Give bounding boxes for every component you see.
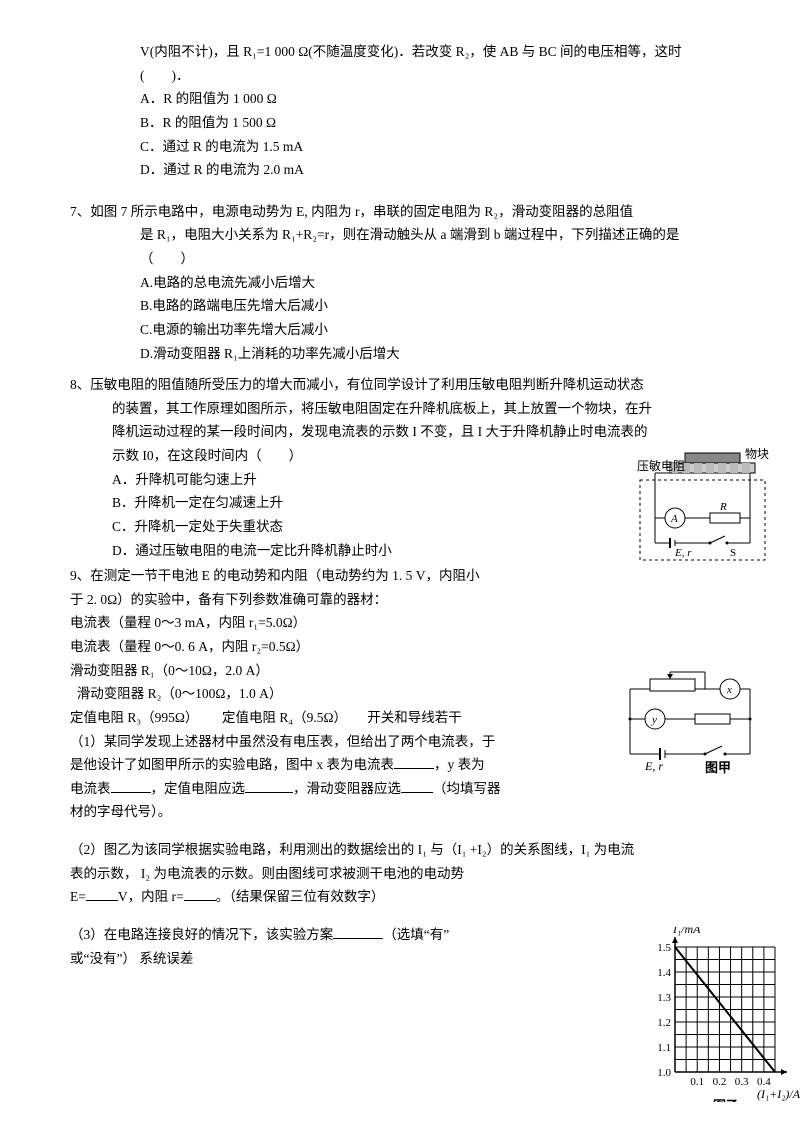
blank-emf[interactable] [86, 887, 118, 902]
q9-p1b: 是他设计了如图甲所示的实验电路，图中 x 表为电流表 [70, 757, 394, 772]
q9-er: E, r [644, 759, 663, 773]
q9-figure-graph: 1.51.41.31.21.11.00.10.20.30.4I₁/mA(I₁+I… [645, 927, 800, 1102]
q7-opt-d: D.滑动变阻器 R₁上消耗的功率先减小后增大 [140, 342, 730, 366]
svg-text:1.2: 1.2 [657, 1017, 671, 1029]
q9-l2: 于 2. 0Ω）的实验中，备有下列参数准确可靠的器材： [70, 588, 730, 612]
q6-line1: V(内阻不计)，且 R₁=1 000 Ω(不随温度变化)．若改变 R₂，使 AB… [140, 40, 730, 64]
q6-opt-d: D．通过 R 的电流为 2.0 mA [140, 158, 730, 182]
svg-text:1.1: 1.1 [657, 1042, 671, 1054]
q9-l1: 9、在测定一节干电池 E 的电动势和内阻（电动势约为 1. 5 V，内阻小 [70, 564, 730, 588]
q6-opt-b: B．R 的阻值为 1 500 Ω [140, 111, 730, 135]
q8-er: E, r [674, 547, 692, 559]
q9-p3a2: （选填“有” [383, 927, 449, 942]
q8-head: 8、压敏电阻的阻值随所受压力的增大而减小，有位同学设计了利用压敏电阻判断升降机运… [70, 373, 730, 397]
q9-l4: 电流表（量程 0～0. 6 A，内阻 r₂=0.5Ω） [70, 635, 730, 659]
q7: 7、如图 7 所示电路中，电源电动势为 E, 内阻为 r，串联的固定电阻为 R₂… [70, 200, 730, 365]
q9-p3a: （3）在电路连接良好的情况下，该实验方案 [70, 927, 333, 942]
q8-figure: 压敏电阻 物块 A R E, r [615, 448, 770, 568]
blank-syserr[interactable] [333, 924, 383, 939]
q9-p1c: 电流表 [70, 781, 111, 796]
svg-text:图乙: 图乙 [713, 1098, 739, 1102]
blank-rheostat[interactable] [401, 778, 433, 793]
blank-x-meter[interactable] [394, 755, 434, 770]
q9-p1c3: ，滑动变阻器应选 [293, 781, 401, 796]
blank-y-meter[interactable] [111, 778, 151, 793]
q7-opt-c: C.电源的输出功率先增大后减小 [140, 318, 730, 342]
q9-p2c: E= [70, 889, 86, 904]
q9-p1b2: ，y 表为 [434, 757, 485, 772]
q7-opt-a: A.电路的总电流先减小后增大 [140, 271, 730, 295]
fig1-caption: 图甲 [705, 760, 731, 775]
q7-line3: （ ） [140, 247, 730, 271]
q9-p3b: 或“没有”） 系统误差 [70, 947, 730, 971]
q8-label-wukuai: 物块 [745, 448, 769, 461]
svg-text:1.4: 1.4 [657, 967, 671, 979]
q9-p1c4: （均填写器 [433, 781, 501, 796]
svg-text:0.1: 0.1 [690, 1076, 704, 1088]
q9-figure-circuit: x y E, r 图甲 [610, 664, 775, 784]
q9: 9、在测定一节干电池 E 的电动势和内阻（电动势约为 1. 5 V，内阻小 于 … [70, 564, 730, 970]
svg-text:1.5: 1.5 [657, 942, 671, 954]
q6-line2: ( )． [140, 64, 730, 88]
q8-l3: 降机运动过程的某一段时间内，发现电流表的示数 I 不变，且 I 大于升降机静止时… [112, 420, 730, 444]
q8-r: R [719, 501, 727, 513]
q9-p2c3: 。（结果保留三位有效数字） [216, 889, 385, 904]
q7-head: 7、如图 7 所示电路中，电源电动势为 E, 内阻为 r，串联的固定电阻为 R₂… [70, 200, 730, 224]
q8-a: A [670, 513, 678, 525]
q9-p1d: 材的字母代号）。 [70, 800, 730, 824]
svg-text:1.0: 1.0 [657, 1067, 671, 1079]
q7-opt-b: B.电路的路端电压先增大后减小 [140, 294, 730, 318]
q9-p2a: （2）图乙为该同学根据实验电路，利用测出的数据绘出的 I₁ 与（I₁ +I₂）的… [70, 838, 730, 862]
q9-p1c2: ，定值电阻应选 [151, 781, 246, 796]
svg-text:I₁/mA: I₁/mA [672, 927, 701, 936]
q8-l2: 的装置，其工作原理如图所示，将压敏电阻固定在升降机底板上，其上放置一个物块，在升 [112, 397, 730, 421]
q9-p2b: 表的示数， I₂ 为电流表的示数。则由图线可求被测干电池的电动势 [70, 862, 730, 886]
q6-continuation: V(内阻不计)，且 R₁=1 000 Ω(不随温度变化)．若改变 R₂，使 AB… [140, 40, 730, 182]
svg-text:(I₁+I₂)/A: (I₁+I₂)/A [757, 1087, 800, 1101]
q9-p3-line: （3）在电路连接良好的情况下，该实验方案 （选填“有” [70, 923, 730, 947]
q8: 8、压敏电阻的阻值随所受压力的增大而减小，有位同学设计了利用压敏电阻判断升降机运… [70, 373, 730, 562]
q9-l3: 电流表（量程 0～3 mA，内阻 r₁=5.0Ω） [70, 611, 730, 635]
svg-text:1.3: 1.3 [657, 992, 671, 1004]
blank-r-internal[interactable] [184, 887, 216, 902]
blank-fixed-r[interactable] [245, 778, 293, 793]
q6-opt-c: C．通过 R 的电流为 1.5 mA [140, 135, 730, 159]
q8-label-yamin: 压敏电阻 [637, 458, 685, 473]
svg-text:0.2: 0.2 [713, 1076, 727, 1088]
q6-opt-a: A．R 的阻值为 1 000 Ω [140, 87, 730, 111]
meter-y: y [651, 714, 657, 726]
svg-text:0.3: 0.3 [735, 1076, 749, 1088]
meter-x: x [726, 684, 732, 696]
q9-p2c2: V，内阻 r= [118, 889, 184, 904]
q7-line2: 是 R₁，电阻大小关系为 R₁+R₂=r，则在滑动触头从 a 端滑到 b 端过程… [140, 223, 730, 247]
q8-s: S [730, 547, 736, 559]
q9-p2-line3: E= V，内阻 r= 。（结果保留三位有效数字） [70, 885, 730, 909]
